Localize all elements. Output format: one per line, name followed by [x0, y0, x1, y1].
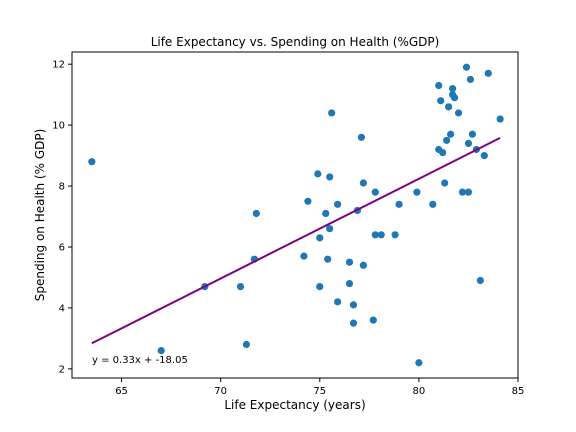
data-point: [371, 231, 379, 239]
y-axis-label: Spending on Health (% GDP): [33, 129, 47, 302]
data-point: [252, 209, 260, 218]
data-point: [326, 225, 334, 233]
data-point: [157, 346, 165, 355]
data-point: [371, 188, 379, 196]
x-tick-label: 75: [313, 386, 326, 397]
data-point: [369, 316, 377, 324]
y-tick-label: 4: [59, 303, 65, 314]
data-point: [447, 130, 455, 138]
y-tick-label: 12: [52, 60, 65, 71]
data-point: [466, 75, 475, 84]
y-tick-label: 6: [59, 242, 65, 253]
data-point: [322, 209, 330, 218]
plot-area: [88, 63, 504, 367]
data-point: [304, 197, 312, 205]
data-point: [435, 81, 443, 90]
data-point: [480, 151, 488, 160]
data-point: [448, 84, 457, 93]
data-point: [450, 94, 459, 102]
x-tick-label: 70: [214, 386, 227, 397]
data-point: [324, 255, 332, 263]
data-point: [439, 148, 447, 157]
data-point: [377, 231, 385, 239]
data-point: [415, 359, 423, 367]
data-point: [345, 258, 354, 266]
x-axis-label: Life Expectancy (years): [224, 398, 365, 412]
data-point: [413, 188, 421, 196]
data-point: [326, 173, 334, 181]
data-point: [242, 340, 251, 349]
data-point: [334, 200, 342, 208]
regression-line: [91, 137, 501, 345]
data-point: [484, 69, 492, 77]
data-point: [464, 139, 473, 148]
data-point: [468, 130, 477, 138]
data-point: [357, 133, 366, 141]
data-point: [328, 109, 336, 117]
data-point: [359, 179, 367, 187]
data-point: [345, 279, 354, 288]
data-point: [314, 170, 322, 178]
y-tick-label: 10: [52, 121, 65, 132]
plot-frame: [71, 51, 519, 379]
annotation-equation: y = 0.33x + -18.05: [92, 355, 188, 366]
data-point: [359, 261, 367, 269]
data-point: [462, 63, 471, 71]
data-point: [334, 298, 342, 306]
data-point: [349, 319, 358, 327]
data-point: [88, 158, 96, 166]
data-point: [391, 231, 399, 239]
y-tick-label: 2: [59, 364, 65, 375]
data-point: [236, 282, 245, 291]
data-point: [316, 234, 324, 242]
data-point: [476, 276, 484, 285]
data-point: [496, 115, 504, 123]
data-point: [464, 188, 473, 196]
x-tick-label: 85: [512, 386, 525, 397]
data-point: [441, 179, 449, 187]
data-point: [445, 103, 453, 111]
data-point: [316, 282, 324, 291]
chart-title: Life Expectancy vs. Spending on Health (…: [151, 35, 440, 49]
data-point: [437, 97, 445, 105]
y-tick-label: 8: [59, 182, 65, 193]
data-point: [300, 252, 308, 260]
data-point: [454, 109, 463, 117]
data-point: [443, 136, 451, 144]
x-tick-label: 65: [115, 386, 128, 397]
data-point: [429, 200, 437, 208]
data-point: [395, 200, 403, 208]
data-point: [349, 301, 358, 309]
data-point: [458, 188, 467, 196]
x-tick-label: 80: [413, 386, 426, 397]
